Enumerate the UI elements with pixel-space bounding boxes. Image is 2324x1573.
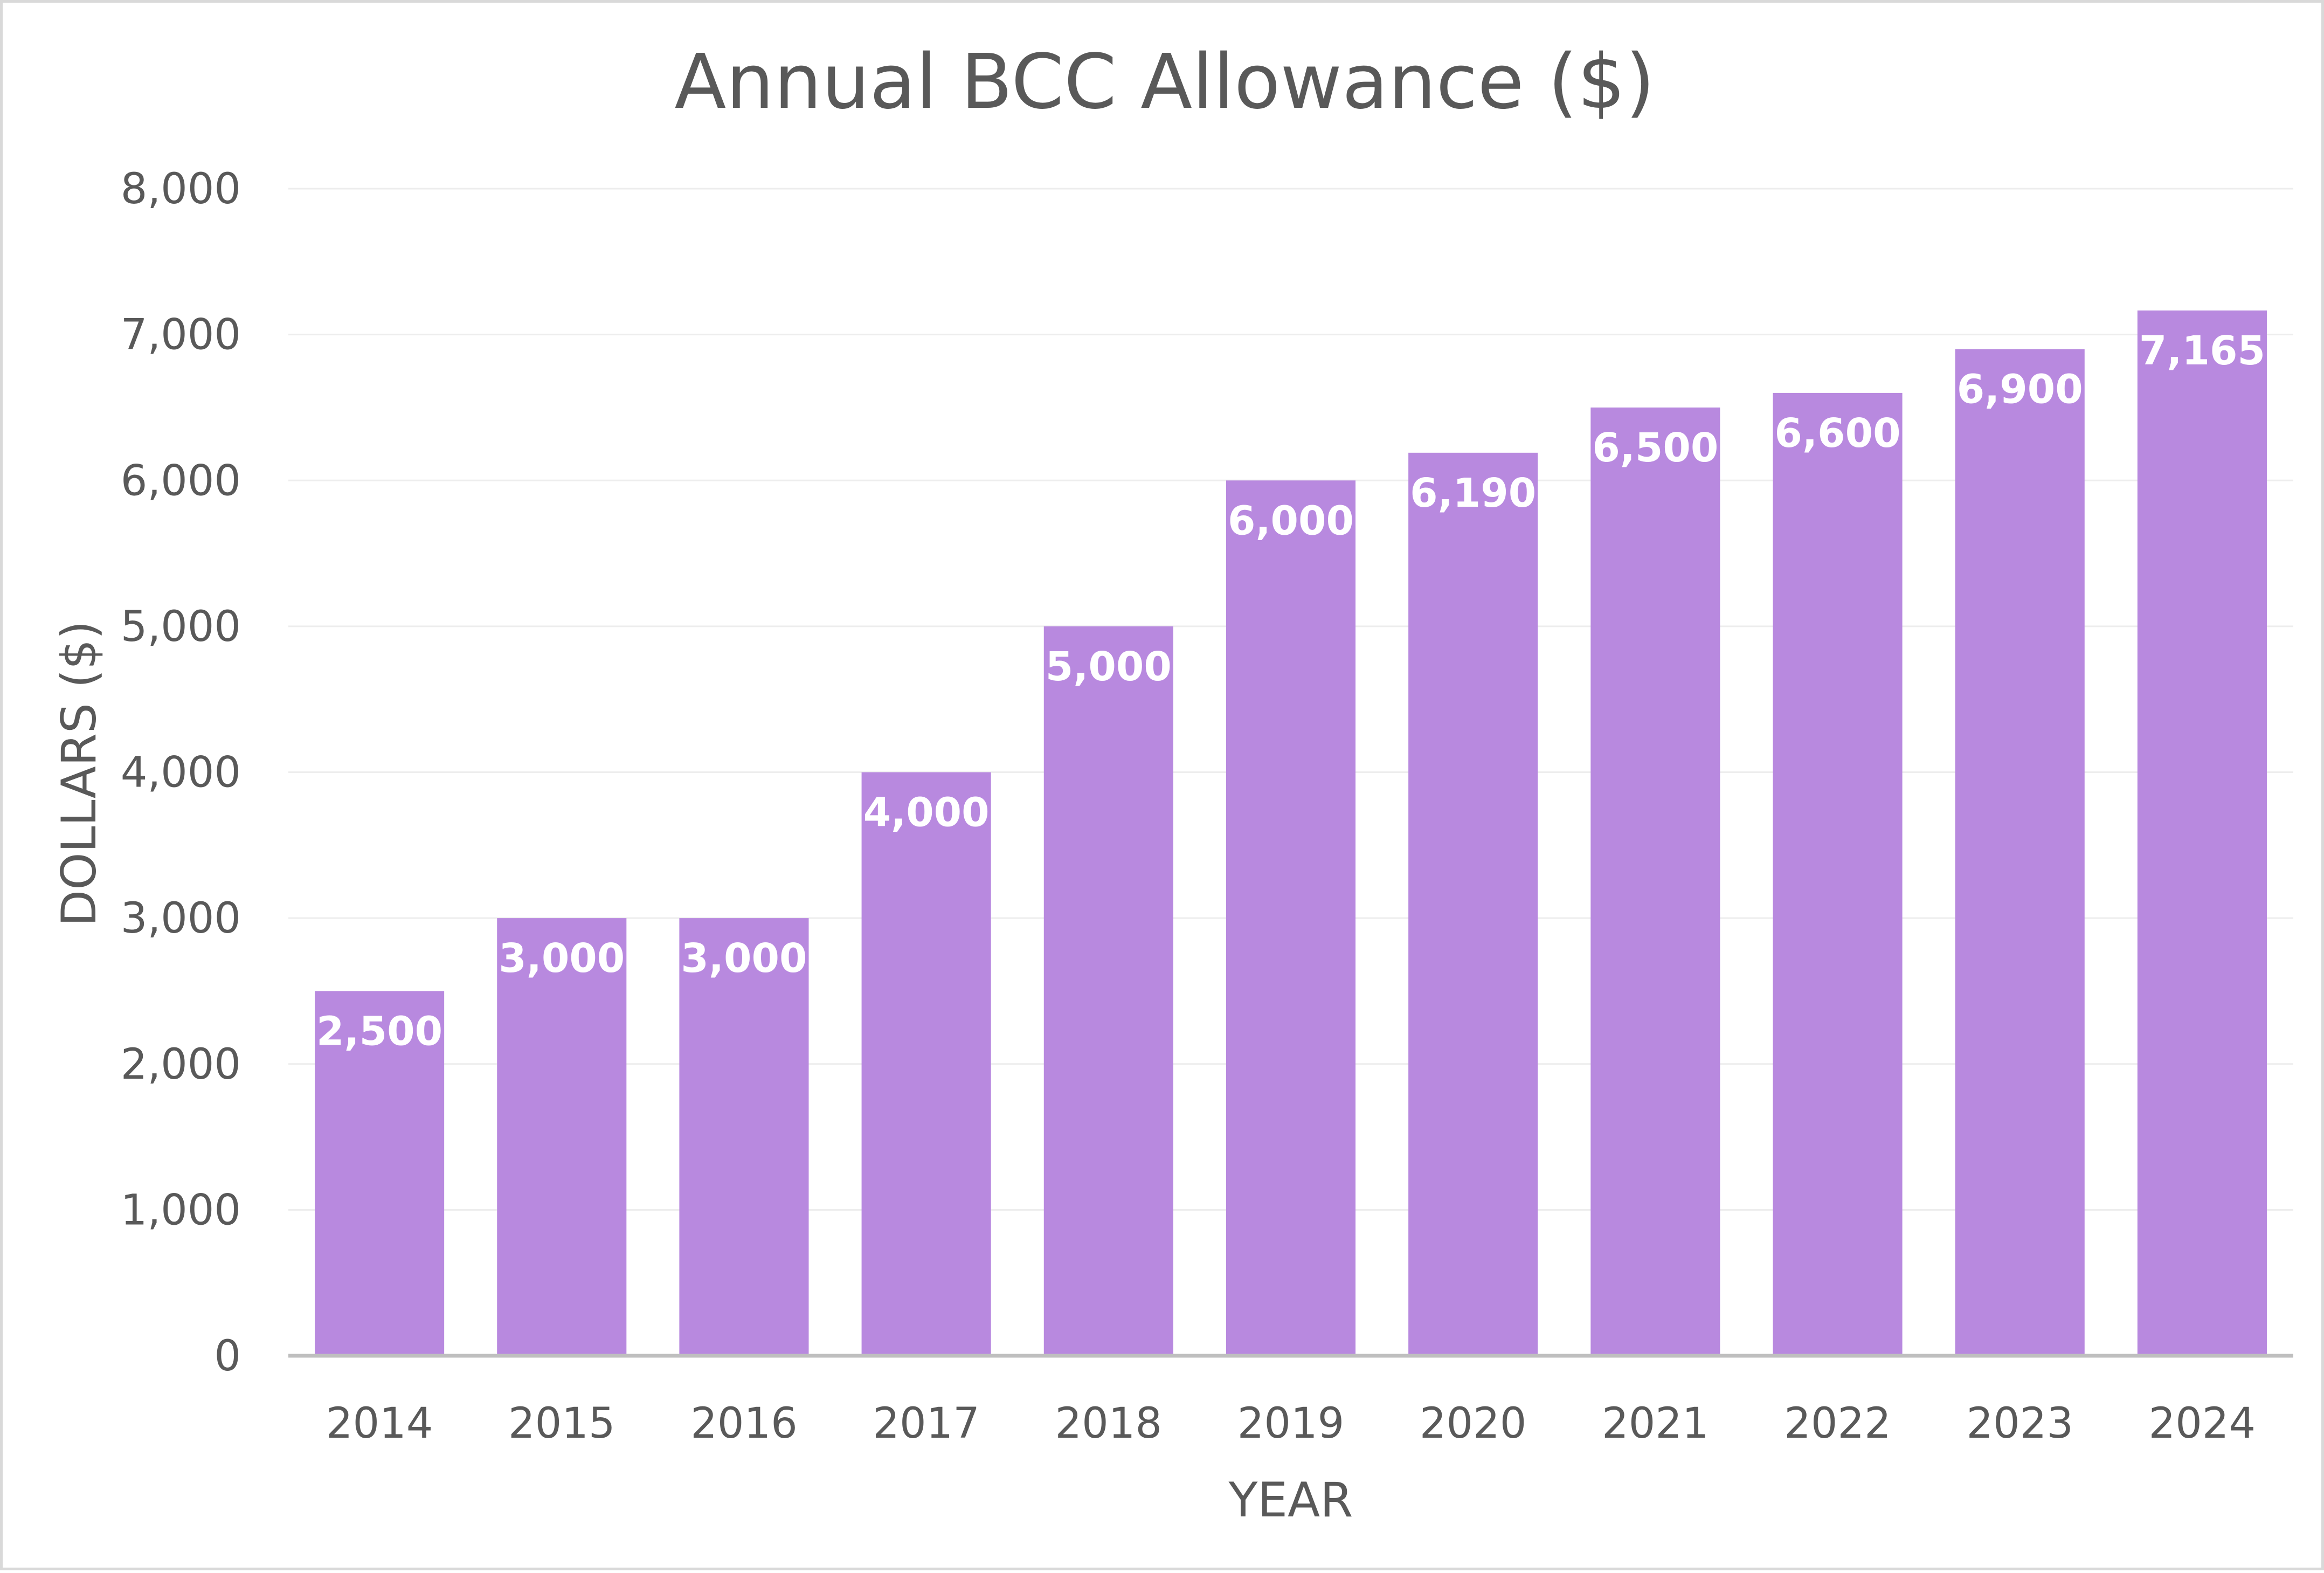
- y-tick-label: 2,000: [121, 1040, 241, 1089]
- y-tick-label: 5,000: [121, 603, 241, 651]
- bar-2020: [1408, 452, 1538, 1356]
- y-tick-label: 6,000: [121, 457, 241, 505]
- data-label-2016: 3,000: [681, 935, 807, 982]
- x-tick-label-2014: 2014: [326, 1399, 433, 1448]
- y-tick-label: 1,000: [121, 1186, 241, 1234]
- bars: [315, 310, 2267, 1356]
- bar-2017: [861, 772, 991, 1356]
- y-tick-label: 4,000: [121, 749, 241, 797]
- bar-chart: 0 1,000 2,000 3,000 4,000 5,000 6,000 7,000 8,00…: [51, 38, 2293, 1528]
- bar-2023: [1955, 349, 2085, 1356]
- data-label-2014: 2,500: [316, 1008, 442, 1054]
- y-tick-label: 3,000: [121, 894, 241, 943]
- x-tick-label-2021: 2021: [1602, 1399, 1709, 1448]
- bar-2019: [1226, 480, 1356, 1356]
- data-label-2021: 6,500: [1592, 425, 1718, 471]
- x-axis-ticks: 2014 2015 2016 2017 2018 2019 2020 2021 2022 2023…: [326, 1399, 2256, 1448]
- x-tick-label-2018: 2018: [1055, 1399, 1163, 1448]
- y-tick-label: 0: [214, 1332, 241, 1381]
- x-tick-label-2015: 2015: [508, 1399, 615, 1448]
- y-axis-ticks: 0 1,000 2,000 3,000 4,000 5,000 6,000 7,000 8,00…: [121, 165, 241, 1381]
- data-label-2018: 5,000: [1046, 644, 1172, 690]
- x-tick-label-2022: 2022: [1784, 1399, 1891, 1448]
- data-label-2022: 6,600: [1775, 410, 1901, 457]
- data-label-2017: 4,000: [863, 790, 990, 836]
- bar-2016: [679, 918, 809, 1356]
- x-axis-title: YEAR: [1228, 1472, 1353, 1528]
- data-label-2024: 7,165: [2139, 328, 2265, 374]
- data-label-2023: 6,900: [1957, 367, 2083, 413]
- data-label-2019: 6,000: [1228, 498, 1354, 544]
- bar-2014: [315, 991, 445, 1356]
- x-tick-label-2017: 2017: [873, 1399, 980, 1448]
- bar-2015: [497, 918, 627, 1356]
- y-tick-label: 8,000: [121, 165, 241, 213]
- x-tick-label-2020: 2020: [1420, 1399, 1527, 1448]
- data-labels: 2,500 3,000 3,000 4,000 5,000 6,000 6,190 6,500…: [316, 328, 2265, 1054]
- x-tick-label-2016: 2016: [690, 1399, 798, 1448]
- y-tick-label: 7,000: [121, 311, 241, 360]
- bar-2024: [2137, 310, 2267, 1356]
- x-tick-label-2024: 2024: [2149, 1399, 2256, 1448]
- y-axis-title: DOLLARS ($): [51, 621, 107, 927]
- x-tick-label-2023: 2023: [1966, 1399, 2073, 1448]
- data-label-2015: 3,000: [499, 935, 625, 982]
- bar-2021: [1590, 407, 1720, 1356]
- bar-2022: [1773, 392, 1903, 1356]
- bar-2018: [1043, 626, 1173, 1356]
- chart-title: Annual BCC Allowance ($): [675, 38, 1655, 126]
- data-label-2020: 6,190: [1410, 470, 1536, 516]
- x-tick-label-2019: 2019: [1237, 1399, 1345, 1448]
